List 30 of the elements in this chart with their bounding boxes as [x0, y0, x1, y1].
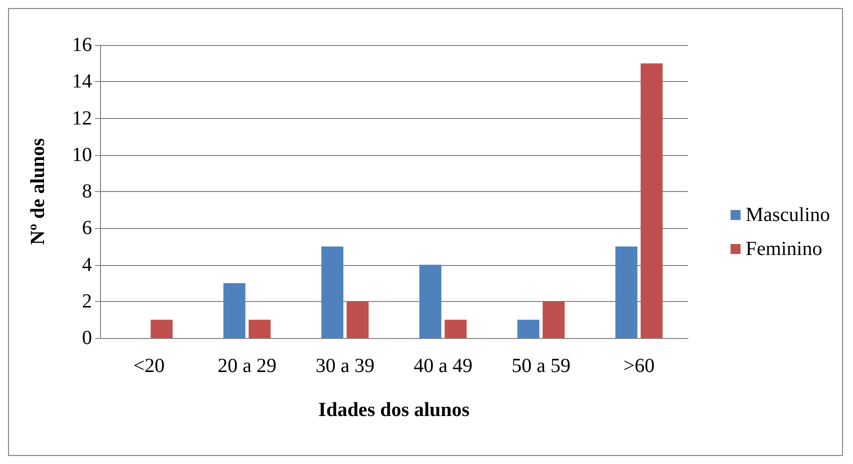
bar — [517, 320, 540, 338]
y-tick-label: 14 — [72, 70, 92, 93]
x-tick-label: 20 a 29 — [218, 355, 276, 377]
y-tick-label: 16 — [72, 34, 92, 56]
bar — [223, 283, 246, 338]
x-tick-label: 50 a 59 — [512, 355, 570, 377]
y-tick-label: 0 — [82, 327, 92, 349]
bar — [321, 246, 344, 338]
bar — [150, 320, 173, 338]
y-tick-label: 8 — [82, 180, 92, 202]
y-tick-label: 12 — [72, 107, 92, 130]
x-tick-label: 40 a 49 — [414, 355, 472, 377]
bar — [248, 320, 271, 338]
x-axis-title: Idades dos alunos — [318, 399, 470, 421]
y-tick-label: 2 — [82, 290, 92, 312]
bar — [640, 63, 663, 338]
x-tick-label: <20 — [133, 355, 165, 377]
bar — [615, 246, 638, 338]
y-tick-label: 10 — [72, 144, 92, 166]
bar — [346, 301, 369, 338]
x-tick-label: 30 a 39 — [316, 355, 374, 377]
x-tick-label: >60 — [623, 355, 655, 377]
y-tick-label: 4 — [82, 254, 92, 276]
bar — [419, 264, 442, 338]
legend-label: Masculino — [746, 204, 830, 226]
bar — [444, 320, 467, 338]
bar — [542, 301, 565, 338]
legend-label: Feminino — [746, 238, 822, 260]
y-tick-label: 6 — [82, 217, 92, 240]
y-axis-title: Nº de alunos — [27, 138, 49, 245]
